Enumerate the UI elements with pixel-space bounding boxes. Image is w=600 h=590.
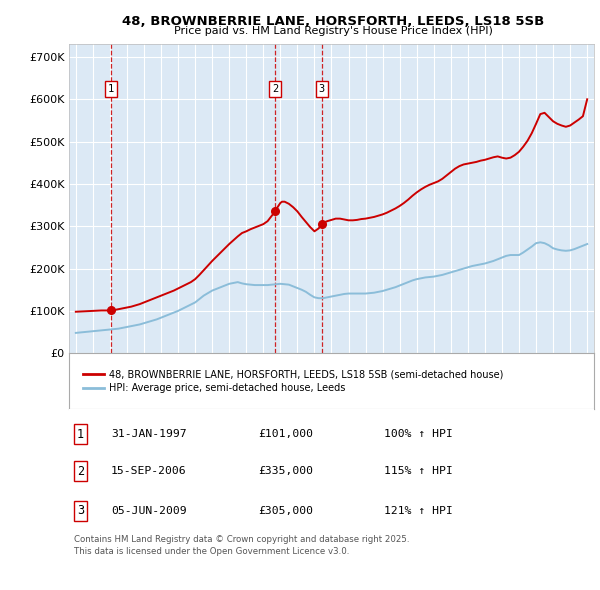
Text: 1: 1 [77, 428, 84, 441]
Text: 05-JUN-2009: 05-JUN-2009 [111, 506, 187, 516]
Text: 2: 2 [272, 84, 278, 94]
Text: £305,000: £305,000 [258, 506, 313, 516]
Text: 31-JAN-1997: 31-JAN-1997 [111, 429, 187, 439]
Text: 48, BROWNBERRIE LANE, HORSFORTH, LEEDS, LS18 5SB: 48, BROWNBERRIE LANE, HORSFORTH, LEEDS, … [122, 15, 544, 28]
Text: 15-SEP-2006: 15-SEP-2006 [111, 466, 187, 476]
Text: 100% ↑ HPI: 100% ↑ HPI [384, 429, 453, 439]
Text: £101,000: £101,000 [258, 429, 313, 439]
Text: 3: 3 [319, 84, 325, 94]
Text: Price paid vs. HM Land Registry's House Price Index (HPI): Price paid vs. HM Land Registry's House … [173, 26, 493, 36]
Text: 115% ↑ HPI: 115% ↑ HPI [384, 466, 453, 476]
Legend: 48, BROWNBERRIE LANE, HORSFORTH, LEEDS, LS18 5SB (semi-detached house), HPI: Ave: 48, BROWNBERRIE LANE, HORSFORTH, LEEDS, … [79, 365, 508, 398]
Text: 121% ↑ HPI: 121% ↑ HPI [384, 506, 453, 516]
Text: £335,000: £335,000 [258, 466, 313, 476]
Text: Contains HM Land Registry data © Crown copyright and database right 2025.
This d: Contains HM Land Registry data © Crown c… [74, 535, 410, 556]
Text: 3: 3 [77, 504, 84, 517]
Text: 2: 2 [77, 465, 84, 478]
Text: 1: 1 [108, 84, 115, 94]
